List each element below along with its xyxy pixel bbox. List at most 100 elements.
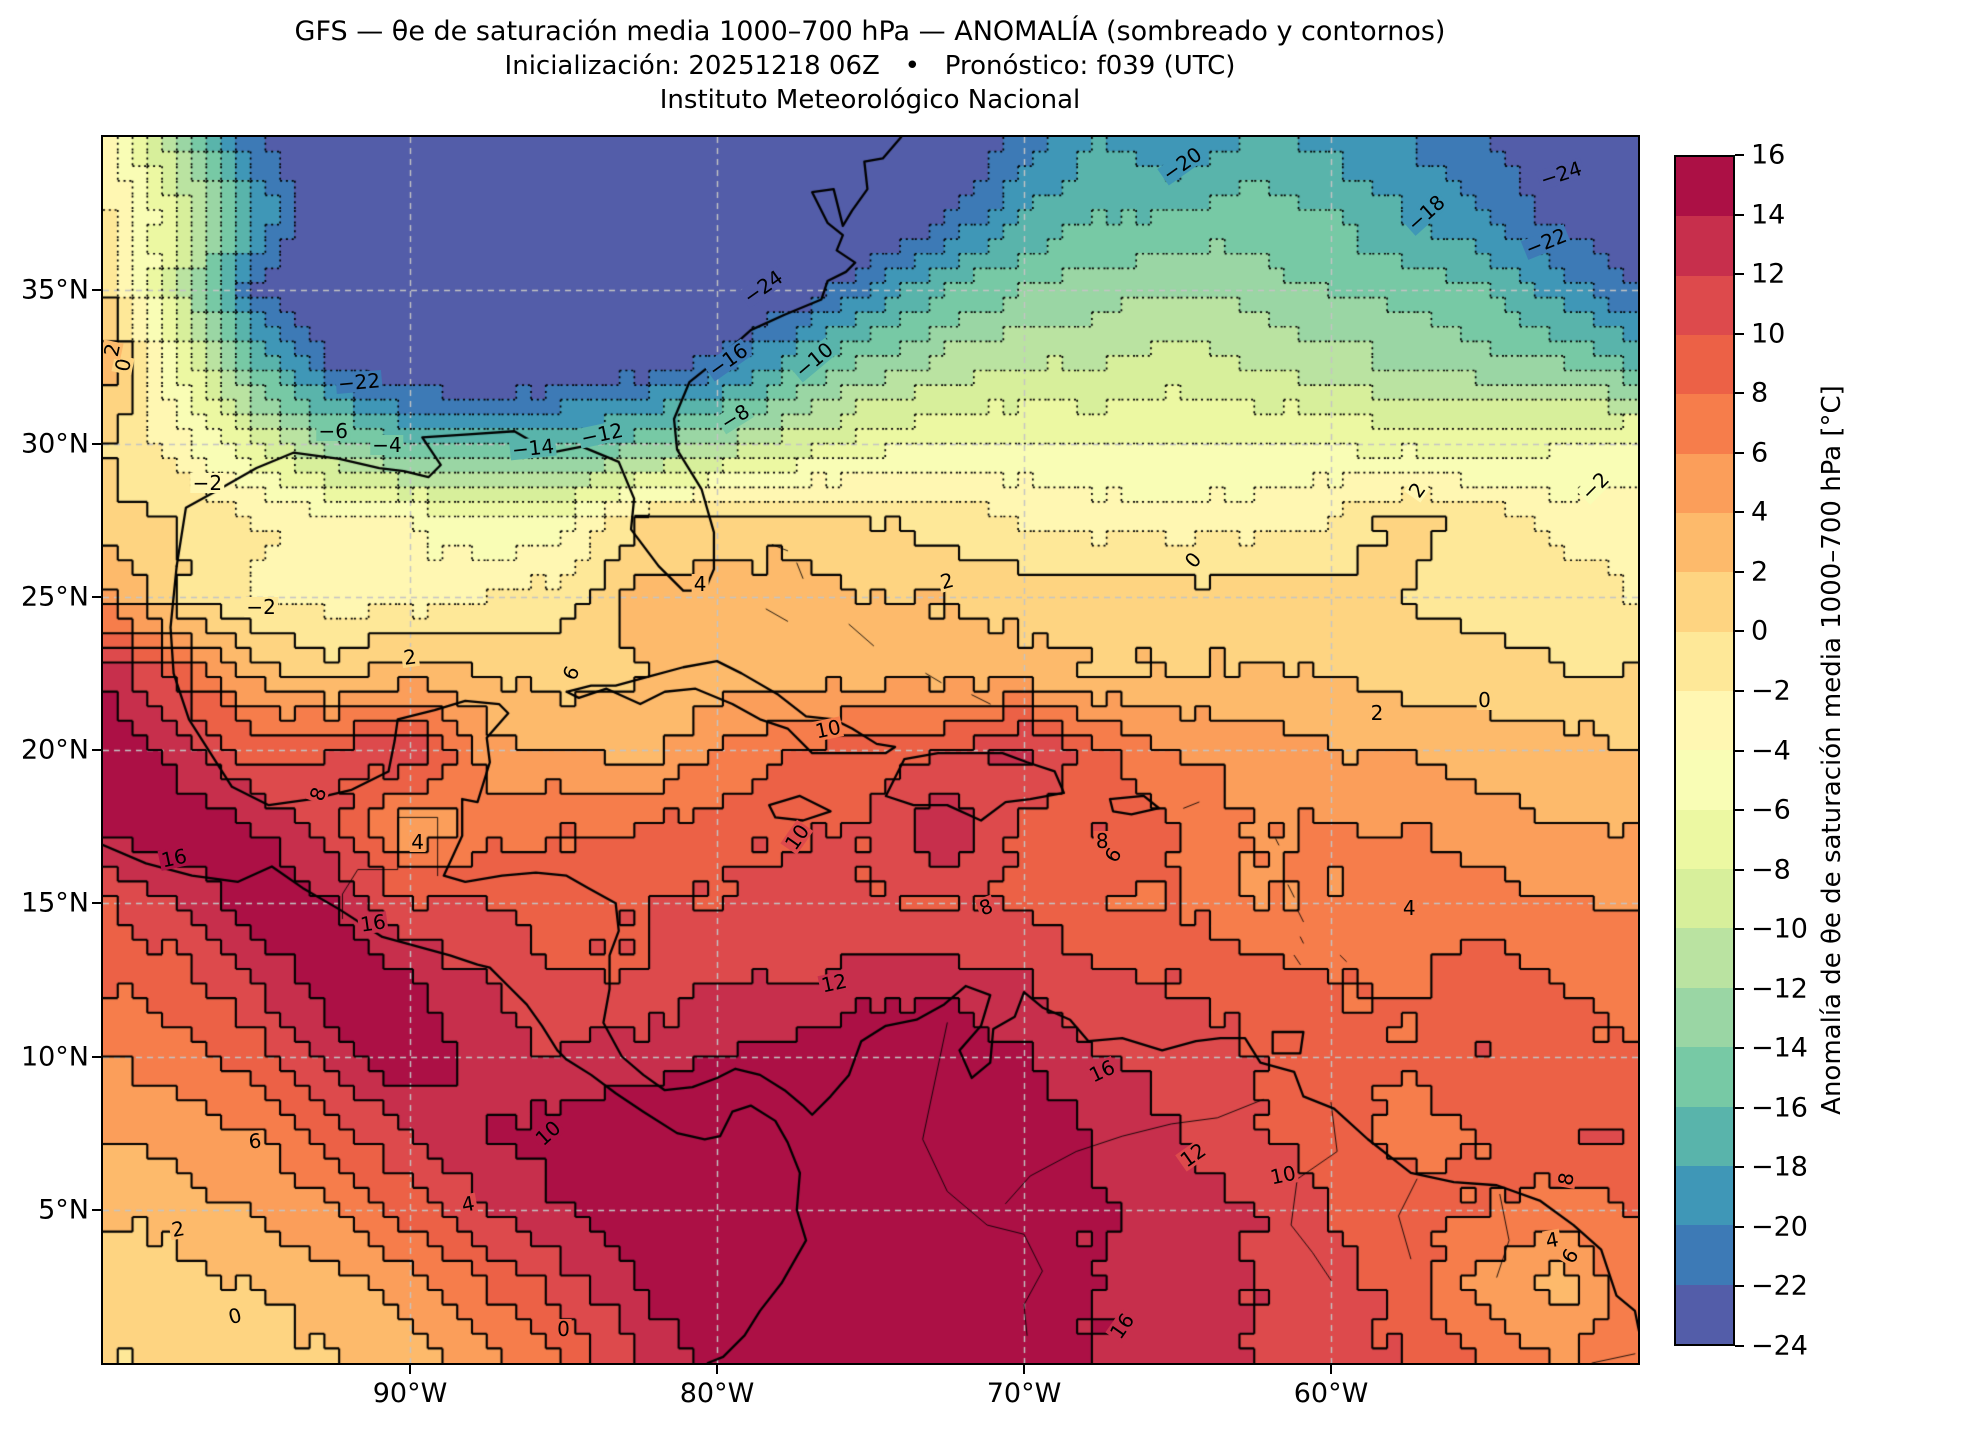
colorbar-tick-label: −22: [1751, 1270, 1808, 1302]
colorbar-tick-label: −16: [1751, 1092, 1808, 1124]
colorbar-segment: [1676, 928, 1733, 988]
colorbar-tick-mark: [1735, 273, 1744, 276]
contour-label: 4: [1542, 1227, 1563, 1254]
contour-label: 12: [817, 968, 851, 998]
map-plot-area: −22 −24 −20 −18 −24 −22 −16 −10 −8 −12 −14 −6 −4 −2 −2…: [101, 135, 1640, 1365]
colorbar-tick-label: −18: [1751, 1151, 1808, 1183]
colorbar-tick-mark: [1735, 213, 1744, 216]
colorbar-tick-label: 8: [1751, 377, 1769, 409]
contour-label: −2: [244, 594, 278, 619]
colorbar-segment: [1676, 631, 1733, 692]
colorbar-tick-mark: [1735, 511, 1744, 514]
colorbar-tick-mark: [1735, 1166, 1744, 1169]
contour-label: 6: [245, 1128, 265, 1154]
y-tick-label: 35°N: [20, 274, 89, 306]
colorbar-label: Anomalía de θe de saturación media 1000–…: [1817, 385, 1847, 1115]
y-tick-label: 15°N: [20, 887, 89, 919]
colorbar-tick-label: 14: [1751, 199, 1786, 231]
colorbar-tick-mark: [1735, 928, 1744, 931]
y-tick-mark: [92, 289, 101, 292]
contour-label: −6: [316, 419, 350, 444]
colorbar-tick-mark: [1735, 1106, 1744, 1109]
contour-label: 4: [691, 572, 709, 597]
colorbar-segment: [1676, 1106, 1733, 1166]
x-tick-mark: [716, 1365, 718, 1374]
colorbar-tick-label: −10: [1751, 913, 1808, 945]
contour-label: 16: [357, 909, 390, 937]
contour-label: 0: [555, 1316, 572, 1341]
chart-subtitle-init-forecast: Inicialización: 20251218 06Z • Pronóstic…: [504, 51, 1236, 81]
contour-label: 4: [1400, 896, 1418, 921]
contour-label: 10: [811, 714, 844, 744]
contour-label: −2: [190, 470, 225, 495]
colorbar-tick-mark: [1735, 451, 1744, 454]
colorbar-tick-label: 16: [1751, 139, 1786, 171]
colorbar-tick-mark: [1735, 868, 1744, 871]
colorbar-tick-label: 6: [1751, 437, 1769, 469]
x-tick-label: 70°W: [986, 1378, 1062, 1409]
contour-label: −14: [508, 434, 557, 463]
y-tick-mark: [92, 1055, 101, 1058]
colorbar-tick-mark: [1735, 630, 1744, 633]
colorbar-segment: [1676, 572, 1733, 632]
colorbar-segment: [1676, 987, 1733, 1048]
colorbar-segment: [1676, 869, 1733, 929]
colorbar-tick-mark: [1735, 689, 1744, 692]
colorbar-tick-label: −4: [1751, 735, 1791, 766]
colorbar-tick-label: −12: [1751, 973, 1808, 1005]
y-tick-mark: [92, 595, 101, 598]
contour-label: 10: [1266, 1161, 1300, 1190]
colorbar-tick-mark: [1735, 1285, 1744, 1288]
colorbar-tick-mark: [1735, 987, 1744, 990]
x-tick-label: 90°W: [372, 1378, 448, 1409]
y-tick-label: 10°N: [20, 1041, 89, 1072]
chart-subtitle-institution: Instituto Meteorológico Nacional: [659, 85, 1081, 115]
colorbar-tick-mark: [1735, 809, 1744, 812]
contour-label: −4: [370, 432, 404, 457]
x-tick-label: 60°W: [1293, 1378, 1369, 1409]
chart-title: GFS — θe de saturación media 1000–700 hP…: [294, 16, 1446, 47]
colorbar-segment: [1676, 809, 1733, 870]
colorbar-tick-mark: [1735, 570, 1744, 573]
y-tick-label: 30°N: [20, 428, 89, 459]
colorbar-segment: [1676, 335, 1733, 395]
colorbar-tick-mark: [1735, 154, 1744, 156]
colorbar-tick-label: −8: [1751, 854, 1791, 886]
contour-label: 4: [409, 829, 427, 854]
map-canvas: [103, 137, 1638, 1363]
colorbar-tick-label: −20: [1751, 1211, 1808, 1243]
colorbar-segment: [1676, 394, 1733, 454]
colorbar-tick-mark: [1735, 392, 1744, 395]
x-tick-mark: [409, 1365, 411, 1374]
y-tick-label: 20°N: [20, 734, 89, 766]
colorbar-tick-mark: [1735, 1225, 1744, 1228]
colorbar-segment: [1676, 1165, 1733, 1226]
colorbar-tick-label: −2: [1751, 675, 1791, 707]
colorbar: [1674, 155, 1735, 1346]
colorbar-tick-label: 2: [1751, 556, 1769, 588]
y-tick-mark: [92, 442, 101, 445]
x-tick-mark: [1330, 1365, 1332, 1374]
colorbar-segment: [1676, 1047, 1733, 1107]
colorbar-segment: [1676, 513, 1733, 573]
contour-label: 16: [157, 843, 191, 873]
colorbar-tick-label: 10: [1751, 318, 1786, 350]
colorbar-segment: [1676, 750, 1733, 810]
colorbar-tick-label: 4: [1751, 496, 1769, 528]
colorbar-tick-label: 12: [1751, 258, 1786, 290]
colorbar-tick-mark: [1735, 1345, 1744, 1347]
contour-label: 2: [168, 1216, 189, 1243]
y-tick-mark: [92, 749, 101, 751]
colorbar-segment: [1676, 1225, 1733, 1285]
contour-label: 2: [400, 644, 420, 670]
contour-label: 2: [1368, 701, 1386, 726]
colorbar-segment: [1676, 1284, 1733, 1344]
x-tick-mark: [1023, 1365, 1025, 1374]
colorbar-tick-mark: [1735, 332, 1744, 335]
colorbar-tick-mark: [1735, 749, 1744, 752]
y-tick-mark: [92, 902, 101, 905]
colorbar-tick-label: −6: [1751, 794, 1791, 826]
colorbar-segment: [1676, 691, 1733, 751]
x-tick-label: 80°W: [679, 1378, 755, 1409]
